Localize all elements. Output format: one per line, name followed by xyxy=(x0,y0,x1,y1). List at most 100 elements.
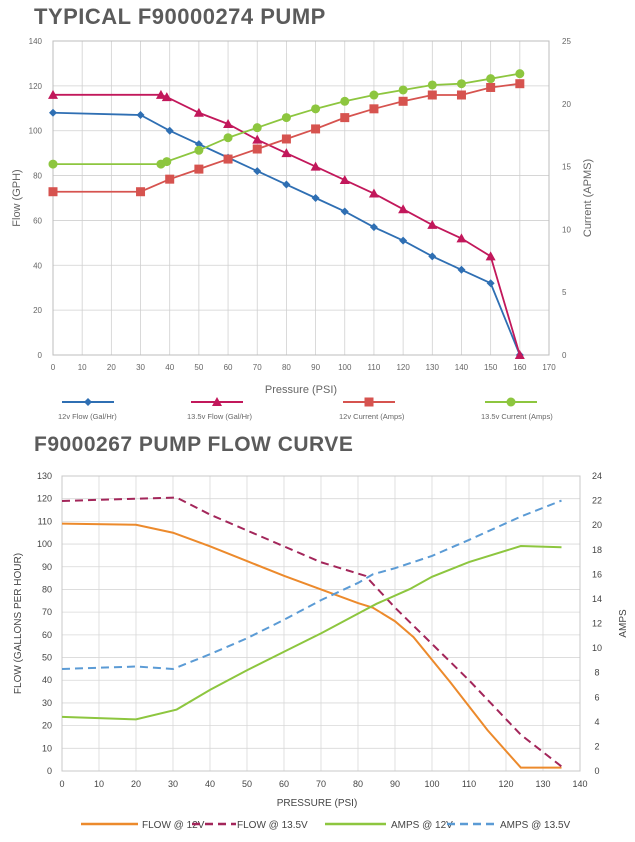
chart1-point xyxy=(252,123,262,133)
chart1-legend-label: 12v Flow (Gal/Hr) xyxy=(58,412,117,421)
chart2-y2tick-label: 14 xyxy=(592,594,602,604)
chart1-xtick-label: 90 xyxy=(311,363,320,372)
chart1-ytick-label: 100 xyxy=(29,127,43,136)
chart1-title: TYPICAL F90000274 PUMP xyxy=(34,4,326,29)
chart1-ytick-label: 40 xyxy=(33,261,42,270)
chart2-ytick-label: 110 xyxy=(38,516,52,526)
chart1-point xyxy=(49,108,57,117)
chart1-point xyxy=(252,134,263,144)
chart2-series xyxy=(61,522,562,769)
chart1-xtick-label: 160 xyxy=(513,363,527,372)
chart1-point xyxy=(368,188,379,198)
chart1-point xyxy=(485,251,496,261)
chart2-series-line xyxy=(61,496,563,768)
chart2-xtick-label: 100 xyxy=(424,779,439,789)
chart1-point xyxy=(253,167,262,176)
chart1-ytick-label: 0 xyxy=(38,351,43,360)
chart2-y2tick-label: 6 xyxy=(594,692,599,702)
chart1-point xyxy=(48,187,58,197)
chart2-xtick-label: 40 xyxy=(205,779,215,789)
chart1-point xyxy=(311,194,320,202)
chart2-ytick-label: 90 xyxy=(42,562,52,572)
chart1-point xyxy=(340,207,349,216)
chart1-point xyxy=(369,90,379,100)
chart2-ytick-label: 120 xyxy=(37,494,52,504)
chart2-ytick-label: 10 xyxy=(42,743,52,753)
chart1-point xyxy=(310,161,321,171)
chart1-legend-item: 12v Current (Amps) xyxy=(339,397,405,421)
chart1-point xyxy=(369,104,379,114)
chart1-point xyxy=(486,74,496,84)
chart2-legend-item: AMPS @ 12V xyxy=(325,820,453,831)
chart2-xtick-label: 60 xyxy=(279,779,289,789)
chart2-ytick-label: 0 xyxy=(47,766,52,776)
chart2-ytick-label: 40 xyxy=(42,675,52,685)
chart1-point xyxy=(162,157,172,167)
chart1-point xyxy=(515,69,525,79)
chart2-y-axis-label: FLOW (GALLONS PER HOUR) xyxy=(13,553,24,694)
chart1-y-axis-label: Flow (GPH) xyxy=(11,169,23,226)
chart1-y2-axis-label: Current (APMS) xyxy=(582,159,594,237)
chart1-ytick-label: 60 xyxy=(33,216,42,225)
chart1-point xyxy=(194,145,204,155)
chart2-y2tick-label: 20 xyxy=(592,520,602,530)
chart1-point xyxy=(398,96,408,106)
chart1-point xyxy=(399,236,408,245)
chart2-ytick-label: 70 xyxy=(42,607,52,617)
chart1-point xyxy=(252,144,262,154)
chart1-xtick-label: 130 xyxy=(426,363,440,372)
chart2-ytick-label: 50 xyxy=(42,653,52,663)
chart2-xtick-label: 140 xyxy=(572,779,587,789)
chart1-point xyxy=(223,133,233,143)
chart2-y2tick-label: 10 xyxy=(592,643,602,653)
chart1-point xyxy=(48,89,58,99)
chart1-y2tick-label: 20 xyxy=(562,100,571,109)
chart1-point xyxy=(161,92,172,102)
chart1-point xyxy=(282,180,291,189)
chart2-ytick-label: 130 xyxy=(37,471,52,481)
chart1-point xyxy=(486,279,495,288)
chart2-xtick-label: 120 xyxy=(498,779,513,789)
chart2-y2tick-label: 16 xyxy=(592,569,602,579)
chart2-series xyxy=(61,499,562,670)
chart1-point xyxy=(506,397,516,407)
chart1-point xyxy=(514,350,525,359)
chart2-ytick-label: 60 xyxy=(42,630,52,640)
chart1-xtick-label: 20 xyxy=(107,363,116,372)
chart1-xtick-label: 170 xyxy=(542,363,556,372)
chart1-legend-label: 13.5v Flow (Gal/Hr) xyxy=(187,412,253,421)
chart2-y2tick-label: 4 xyxy=(594,717,599,727)
chart1-point xyxy=(456,233,467,243)
chart1-point xyxy=(427,219,438,229)
chart1-xtick-label: 10 xyxy=(78,363,87,372)
chart2-series xyxy=(61,496,563,768)
chart2-xtick-label: 20 xyxy=(131,779,141,789)
chart2-legend-label: AMPS @ 12V xyxy=(391,820,453,831)
chart1-point xyxy=(339,175,350,185)
chart2-y2tick-label: 12 xyxy=(592,619,602,629)
chart2-title: F9000267 PUMP FLOW CURVE xyxy=(34,433,354,456)
chart2-xtick-label: 110 xyxy=(462,779,476,789)
chart1-point xyxy=(515,79,525,89)
chart2-xtick-label: 90 xyxy=(390,779,400,789)
chart1-ytick-label: 20 xyxy=(33,306,42,315)
chart1-legend-label: 12v Current (Amps) xyxy=(339,412,405,421)
chart1-point xyxy=(281,113,291,123)
chart1-legend-item: 13.5v Current (Amps) xyxy=(481,397,553,421)
chart2-xtick-label: 10 xyxy=(94,779,104,789)
chart2-ytick-label: 80 xyxy=(42,584,52,594)
chart2-series-line xyxy=(61,499,562,670)
chart1-point xyxy=(165,126,174,135)
chart1-y2tick-label: 15 xyxy=(562,163,571,172)
chart1-series xyxy=(48,69,525,169)
chart2-y2tick-label: 24 xyxy=(592,471,602,481)
chart1-xtick-label: 40 xyxy=(165,363,174,372)
chart1-point xyxy=(457,265,466,274)
chart2-x-axis-label: PRESSURE (PSI) xyxy=(277,798,358,809)
chart1-plot-frame xyxy=(52,40,550,356)
chart1-ytick-label: 80 xyxy=(33,172,42,181)
chart2-ytick-label: 100 xyxy=(37,539,52,549)
chart1-point xyxy=(427,90,437,100)
chart1-point xyxy=(194,140,203,149)
